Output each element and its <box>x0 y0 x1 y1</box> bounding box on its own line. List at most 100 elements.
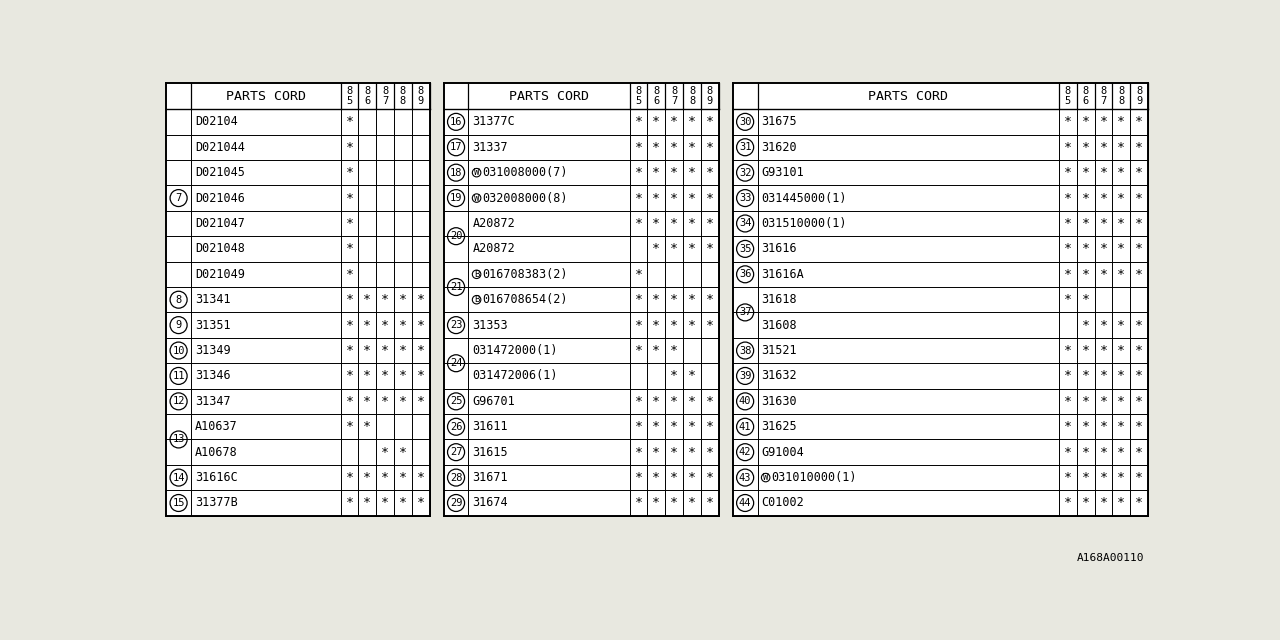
Text: 19: 19 <box>449 193 462 203</box>
Text: *: * <box>1117 141 1125 154</box>
Text: *: * <box>653 191 660 205</box>
Text: *: * <box>653 293 660 306</box>
Text: *: * <box>1064 115 1071 129</box>
Text: *: * <box>1064 191 1071 205</box>
Text: *: * <box>653 344 660 357</box>
Text: 10: 10 <box>173 346 184 356</box>
Text: *: * <box>705 217 714 230</box>
Text: *: * <box>1117 115 1125 129</box>
Text: *: * <box>635 217 643 230</box>
Text: 31616C: 31616C <box>195 471 238 484</box>
Text: *: * <box>399 497 407 509</box>
Text: *: * <box>1117 268 1125 281</box>
Text: *: * <box>1064 243 1071 255</box>
Text: *: * <box>417 293 425 306</box>
Text: *: * <box>1100 344 1107 357</box>
Text: *: * <box>705 445 714 459</box>
Text: 016708383(2): 016708383(2) <box>483 268 568 281</box>
Text: *: * <box>671 445 678 459</box>
Text: 40: 40 <box>739 396 751 406</box>
Text: 15: 15 <box>173 498 184 508</box>
Text: *: * <box>635 420 643 433</box>
Text: W: W <box>474 168 479 177</box>
Text: A168A00110: A168A00110 <box>1076 554 1144 563</box>
Text: *: * <box>653 471 660 484</box>
Text: 031510000(1): 031510000(1) <box>762 217 847 230</box>
Text: *: * <box>346 344 353 357</box>
Text: 31632: 31632 <box>762 369 797 383</box>
Text: *: * <box>671 319 678 332</box>
Text: 032008000(8): 032008000(8) <box>483 191 568 205</box>
Text: 31: 31 <box>739 142 751 152</box>
Text: *: * <box>671 420 678 433</box>
Text: *: * <box>1135 166 1143 179</box>
Text: *: * <box>1100 217 1107 230</box>
Text: 8
8: 8 8 <box>399 86 406 106</box>
Text: *: * <box>689 115 696 129</box>
Text: 8
6: 8 6 <box>1083 86 1089 106</box>
Text: *: * <box>1135 344 1143 357</box>
Text: D021049: D021049 <box>195 268 244 281</box>
Text: PARTS CORD: PARTS CORD <box>868 90 948 102</box>
Text: *: * <box>689 420 696 433</box>
Text: *: * <box>671 497 678 509</box>
Text: *: * <box>1117 344 1125 357</box>
Text: D021044: D021044 <box>195 141 244 154</box>
Text: *: * <box>1117 471 1125 484</box>
Text: 8
7: 8 7 <box>381 86 388 106</box>
Text: PARTS CORD: PARTS CORD <box>225 90 306 102</box>
Text: 7: 7 <box>175 193 182 203</box>
Text: *: * <box>1135 319 1143 332</box>
Bar <box>732 83 1148 516</box>
Text: 31675: 31675 <box>762 115 797 129</box>
Text: 8
5: 8 5 <box>1065 86 1071 106</box>
Text: 031472000(1): 031472000(1) <box>472 344 558 357</box>
Text: *: * <box>653 497 660 509</box>
Text: 37: 37 <box>739 307 751 317</box>
Text: 43: 43 <box>739 472 751 483</box>
Text: *: * <box>346 166 353 179</box>
Text: *: * <box>417 319 425 332</box>
Text: 31377C: 31377C <box>472 115 515 129</box>
Text: *: * <box>1082 497 1089 509</box>
Text: *: * <box>689 395 696 408</box>
Text: *: * <box>346 293 353 306</box>
Text: *: * <box>671 243 678 255</box>
Text: *: * <box>399 445 407 459</box>
Text: 31377B: 31377B <box>195 497 238 509</box>
Text: 26: 26 <box>449 422 462 432</box>
Text: D021046: D021046 <box>195 191 244 205</box>
Text: 8
9: 8 9 <box>707 86 713 106</box>
Text: *: * <box>653 141 660 154</box>
Text: *: * <box>1135 191 1143 205</box>
Text: 31625: 31625 <box>762 420 797 433</box>
Text: 11: 11 <box>173 371 184 381</box>
Text: *: * <box>671 217 678 230</box>
Text: *: * <box>364 395 371 408</box>
Text: D021045: D021045 <box>195 166 244 179</box>
Text: 8
6: 8 6 <box>365 86 370 106</box>
Text: 31674: 31674 <box>472 497 508 509</box>
Text: 12: 12 <box>173 396 184 406</box>
Text: 8
8: 8 8 <box>689 86 695 106</box>
Text: *: * <box>705 471 714 484</box>
Text: B: B <box>474 295 479 304</box>
Text: *: * <box>381 344 389 357</box>
Text: *: * <box>1064 395 1071 408</box>
Text: *: * <box>1064 268 1071 281</box>
Text: G93101: G93101 <box>762 166 804 179</box>
Text: 31353: 31353 <box>472 319 508 332</box>
Text: *: * <box>689 497 696 509</box>
Text: G96701: G96701 <box>472 395 515 408</box>
Text: *: * <box>653 420 660 433</box>
Text: 31616A: 31616A <box>762 268 804 281</box>
Text: *: * <box>1064 293 1071 306</box>
Text: 31630: 31630 <box>762 395 797 408</box>
Text: 8
6: 8 6 <box>653 86 659 106</box>
Text: *: * <box>1064 166 1071 179</box>
Text: W: W <box>763 473 768 482</box>
Text: *: * <box>689 191 696 205</box>
Text: *: * <box>381 471 389 484</box>
Text: *: * <box>1117 497 1125 509</box>
Text: *: * <box>346 141 353 154</box>
